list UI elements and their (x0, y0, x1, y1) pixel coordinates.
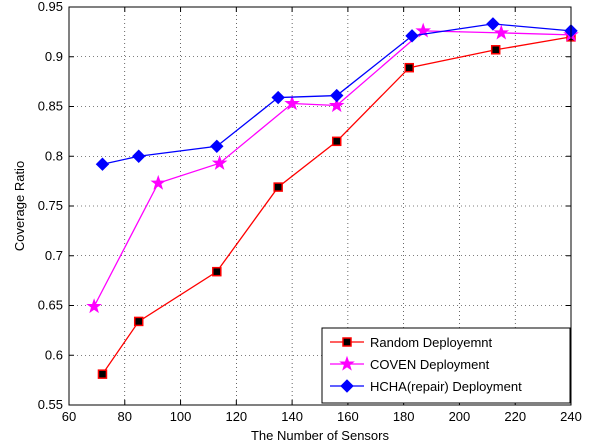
data-point (284, 95, 300, 111)
y-tick-label: 0.75 (38, 198, 63, 213)
data-point (97, 369, 108, 379)
data-point (132, 149, 146, 163)
series-0 (97, 32, 576, 379)
y-tick-label: 0.95 (38, 0, 63, 14)
y-tick-label: 0.7 (45, 248, 63, 263)
axis-ticks: 60 80 100 120 140 160 180 200 220 240 0.55 0.6 0.65 0… (38, 0, 582, 424)
series-layer (86, 17, 579, 379)
data-point (150, 174, 167, 190)
x-tick-label: 140 (281, 409, 303, 424)
data-point (212, 266, 222, 277)
data-point (328, 97, 345, 113)
legend-label: COVEN Deployment (370, 357, 490, 372)
data-point (405, 29, 419, 43)
data-point (86, 298, 102, 314)
y-tick-label: 0.9 (45, 49, 63, 64)
y-tick-label: 0.55 (38, 397, 63, 412)
x-tick-label: 120 (225, 409, 247, 424)
series-line (102, 23, 572, 165)
data-point (331, 136, 342, 147)
series-1 (86, 22, 579, 314)
series-2 (95, 17, 578, 171)
legend: Random Deployemnt COVEN Deployment HCHA(re… (321, 327, 571, 404)
series-line (101, 36, 572, 375)
x-tick-label: 60 (62, 409, 76, 424)
x-tick-label: 180 (393, 409, 415, 424)
series-line (93, 30, 572, 307)
x-tick-label: 240 (560, 409, 582, 424)
x-tick-label: 160 (337, 409, 359, 424)
data-point (330, 88, 344, 103)
y-tick-label: 0.85 (38, 99, 63, 114)
y-axis-label: Coverage Ratio (12, 161, 27, 251)
x-tick-label: 80 (118, 409, 132, 424)
legend-marker (339, 355, 355, 371)
data-point (273, 182, 283, 192)
data-point (404, 62, 414, 73)
legend-marker (340, 379, 354, 393)
data-point (133, 316, 144, 327)
x-tick-label: 220 (504, 409, 526, 424)
legend-label: Random Deployemnt (370, 335, 493, 350)
data-point (95, 157, 110, 171)
y-tick-label: 0.65 (38, 298, 63, 313)
data-point (493, 24, 510, 40)
x-tick-label: 200 (449, 409, 471, 424)
data-point (211, 154, 228, 170)
data-point (490, 45, 501, 55)
x-axis-label: The Number of Sensors (251, 428, 390, 443)
legend-marker (342, 337, 352, 347)
x-tick-label: 100 (170, 409, 192, 424)
data-point (486, 17, 500, 31)
data-point (271, 90, 285, 105)
data-point (210, 139, 224, 154)
y-tick-label: 0.8 (45, 148, 63, 163)
legend-box (321, 327, 571, 404)
legend-label: HCHA(repair) Deployment (370, 379, 522, 394)
y-tick-label: 0.6 (45, 347, 63, 362)
